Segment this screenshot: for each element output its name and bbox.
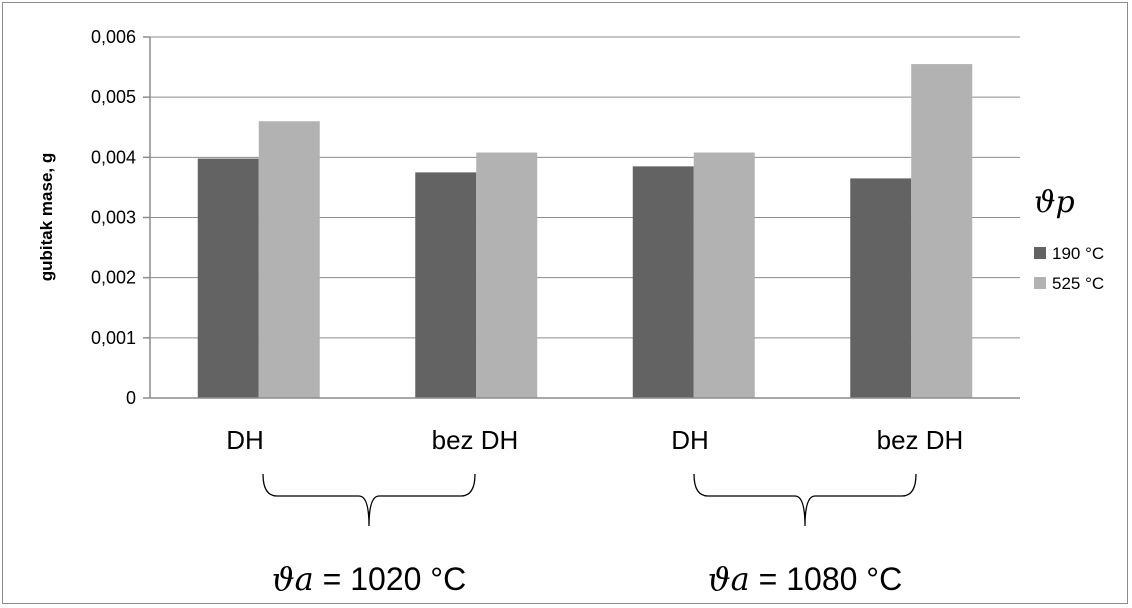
y-tick-label: 0,002 [91,268,136,288]
y-tick-label: 0 [126,388,136,408]
category-label: DH [671,425,709,455]
y-tick-label: 0,001 [91,328,136,348]
category-labels: DH bez DH DH bez DH [226,425,963,455]
y-tick-label: 0,005 [91,87,136,107]
y-tick-label: 0,006 [91,27,136,47]
group-symbol: ϑa [272,560,314,598]
y-tick-label: 0,003 [91,208,136,228]
group-annotations: ϑa = 1020 °C ϑa = 1080 °C [262,473,917,598]
bars [197,64,973,398]
bar [197,158,259,398]
bar [415,172,477,398]
category-label: bez DH [877,425,964,455]
bar [850,178,912,398]
group-symbol: ϑa [708,560,750,598]
bar [632,166,694,398]
group-brace [262,473,476,527]
y-tick-labels: 0 0,001 0,002 0,003 0,004 0,005 0,006 [91,27,136,408]
y-axis-label: gubitak mase, g [37,153,56,281]
legend-label: 525 °C [1052,274,1104,293]
group-value: = 1080 °C [750,561,902,597]
group-label: ϑa = 1020 °C [272,560,466,598]
legend-swatch [1034,277,1046,289]
bar [258,121,320,398]
bar [693,152,755,398]
category-label: bez DH [432,425,519,455]
group-value: = 1020 °C [314,561,466,597]
group-brace [693,473,917,527]
legend: ϑp 190 °C 525 °C [1034,185,1104,293]
bar [476,152,538,398]
group-label: ϑa = 1080 °C [708,560,902,598]
legend-swatch [1034,247,1046,259]
legend-title: ϑp [1034,185,1075,220]
legend-label: 190 °C [1052,244,1104,263]
bar [911,64,973,398]
y-tick-label: 0,004 [91,147,136,167]
category-label: DH [226,425,264,455]
